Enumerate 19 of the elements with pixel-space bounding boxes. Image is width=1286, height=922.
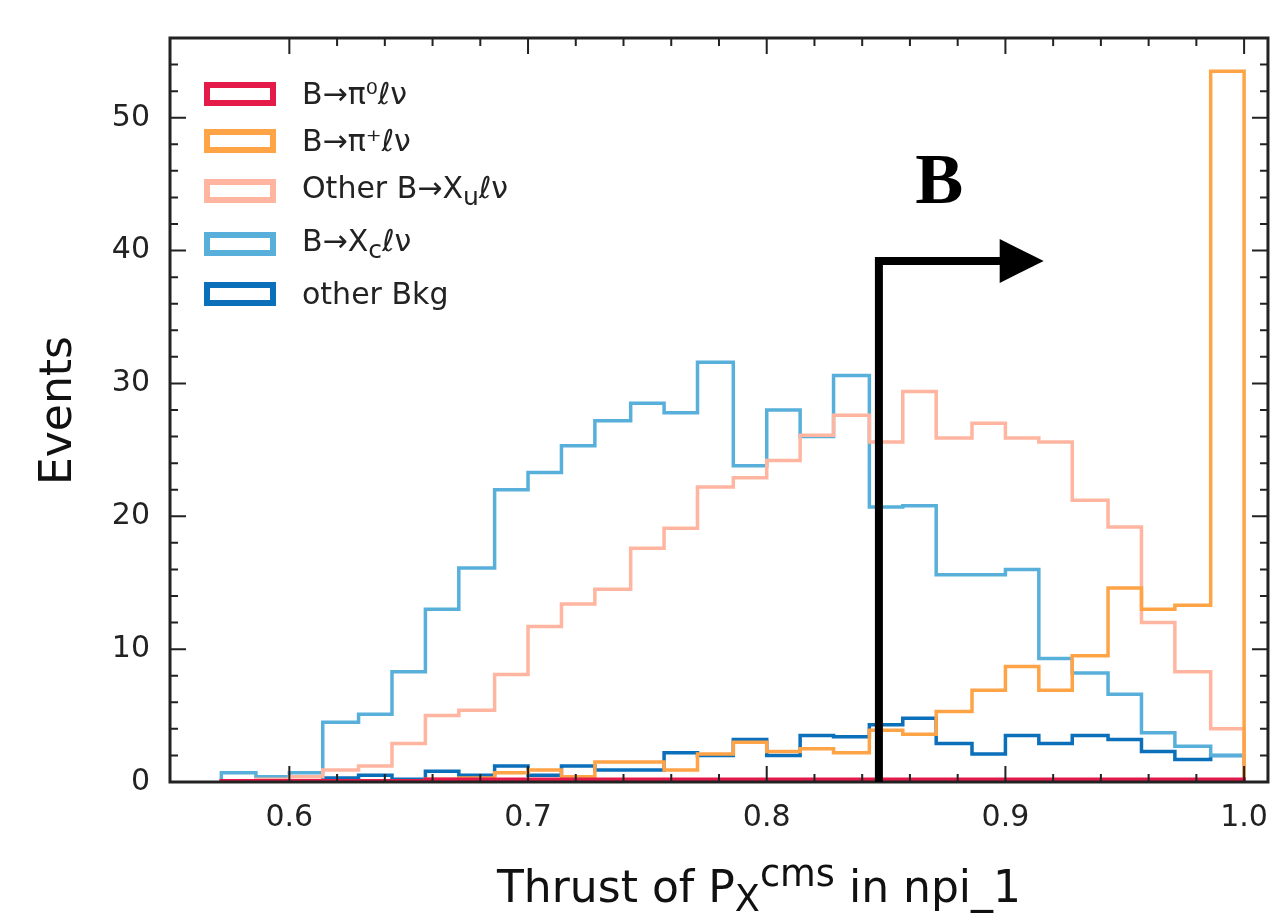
y-tick-label: 30 [111, 363, 150, 399]
x-tick-label: 0.8 [742, 797, 791, 833]
legend-label: B→π⁺ℓν [302, 123, 411, 158]
legend-label: Other B→X$_{u}$ℓν [302, 170, 509, 211]
y-tick-label: 40 [111, 230, 150, 266]
x-tick-label: 0.6 [265, 797, 314, 833]
y-tick-label: 0 [130, 761, 150, 797]
legend-label: B→π⁰ℓν [302, 76, 407, 111]
y-tick-label: 50 [111, 97, 150, 133]
legend-label: B→X$_{c}$ℓν [302, 223, 412, 264]
x-axis-title: Thrust of P$_{X}$$^{cms}$ in npi_1 [496, 852, 1022, 921]
ref-line-label: B [915, 139, 964, 220]
y-tick-label: 20 [111, 496, 150, 532]
x-tick-label: 0.9 [981, 797, 1030, 833]
legend-label: other Bkg [302, 276, 449, 311]
x-tick-label: 1.0 [1220, 797, 1268, 833]
y-tick-label: 10 [111, 628, 150, 664]
x-tick-label: 0.7 [504, 797, 552, 833]
y-axis-title: Events [29, 335, 81, 485]
